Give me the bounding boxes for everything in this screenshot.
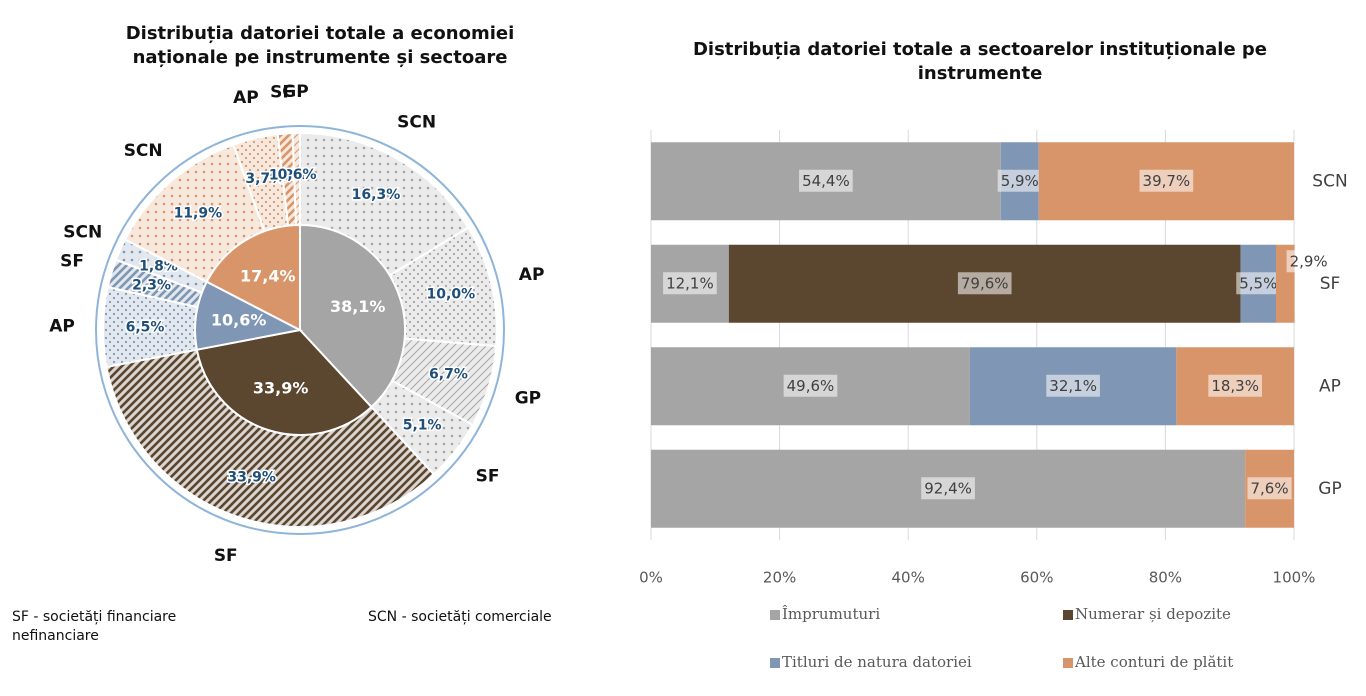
legend-swatch: [1063, 658, 1073, 668]
value-label: 54,4%: [802, 172, 850, 190]
sector-label: AP: [519, 265, 545, 285]
value-label: 12,1%: [666, 274, 714, 292]
y-tick-label: AP: [1319, 376, 1341, 396]
outer-value-label: 6,7%: [429, 367, 468, 383]
sector-label: SCN: [63, 223, 102, 243]
note: SCN - societăți comerciale: [368, 609, 552, 625]
sector-label: SF: [476, 466, 500, 486]
outer-value-label: 11,9%: [174, 205, 223, 221]
label-bg: [1046, 374, 1100, 397]
label-bg: [663, 272, 717, 295]
x-tick-label: 0%: [639, 569, 663, 587]
label-bg: [1286, 250, 1331, 273]
y-tick-label: GP: [1318, 479, 1341, 499]
value-label: 7,6%: [1251, 479, 1289, 497]
x-tick-label: 100%: [1273, 569, 1316, 587]
sector-label: SCN: [124, 141, 163, 161]
y-tick-label: SCN: [1312, 171, 1347, 191]
x-tick-label: 20%: [763, 569, 796, 587]
label-bg: [799, 169, 853, 192]
label-bg: [1236, 272, 1281, 295]
x-tick-label: 40%: [892, 569, 925, 587]
value-label: 5,9%: [1001, 172, 1039, 190]
legend-label: Alte conturi de plătit: [1074, 653, 1233, 671]
inner-segment: [194, 280, 304, 351]
label-bg: [1247, 477, 1292, 500]
legend-swatch: [1063, 610, 1073, 620]
label-bg: [957, 272, 1012, 295]
inner-value-label: 38,1%: [330, 297, 386, 316]
sector-label: GP: [282, 82, 308, 102]
label-bg: [1208, 374, 1262, 397]
outer-value-label: 6,5%: [126, 320, 165, 336]
legend-label: Titluri de natura datoriei: [782, 653, 972, 671]
label-bg: [921, 477, 975, 500]
sector-label: AP: [49, 316, 75, 336]
outer-value-label: 5,1%: [403, 417, 442, 433]
label-bg: [997, 169, 1042, 192]
inner-segment: [299, 223, 406, 409]
value-label: 39,7%: [1143, 172, 1191, 190]
sector-label: SF: [270, 83, 294, 103]
outer-value-label: 33,9%: [227, 469, 276, 485]
value-label: 49,6%: [787, 377, 835, 395]
legend-swatch: [770, 610, 780, 620]
sector-label: SF: [60, 251, 84, 271]
value-label: 2,9%: [1290, 252, 1328, 270]
sector-label: SCN: [397, 113, 436, 133]
inner-value-label: 17,4%: [240, 267, 296, 286]
legend-label: Împrumuturi: [782, 605, 880, 623]
outer-value-label: 10,0%: [427, 286, 476, 302]
x-tick-label: 80%: [1149, 569, 1182, 587]
value-label: 32,1%: [1049, 377, 1097, 395]
value-label: 79,6%: [961, 274, 1009, 292]
inner-segment: [205, 223, 301, 332]
chart-title: Distribuția datoriei totale a economiei …: [125, 23, 515, 68]
value-label: 18,3%: [1211, 377, 1259, 395]
value-label: 5,5%: [1239, 274, 1277, 292]
sector-label: SF: [214, 546, 238, 566]
legend-label: Numerar și depozite: [1075, 605, 1231, 623]
label-bg: [783, 374, 838, 397]
value-label: 92,4%: [924, 479, 972, 497]
outer-value-label: 2,3%: [132, 277, 171, 293]
legend-swatch: [770, 658, 780, 668]
sector-label: GP: [515, 389, 541, 409]
inner-value-label: 10,6%: [211, 311, 267, 330]
outer-ring: [95, 125, 505, 535]
outer-value-label: 0,6%: [278, 167, 317, 183]
note: SF - societăți financiare nefinanciare: [12, 609, 177, 644]
outer-value-label: 3,7%: [245, 171, 284, 187]
inner-segment: [195, 328, 373, 436]
inner-value-label: 33,9%: [253, 378, 309, 397]
sector-label: AP: [233, 88, 259, 108]
x-tick-label: 60%: [1020, 569, 1053, 587]
label-bg: [1139, 169, 1194, 192]
chart-title: Distribuția datoriei totale a sectoarelo…: [692, 39, 1268, 84]
outer-value-label: 16,3%: [352, 187, 401, 203]
y-tick-label: SF: [1320, 274, 1341, 294]
